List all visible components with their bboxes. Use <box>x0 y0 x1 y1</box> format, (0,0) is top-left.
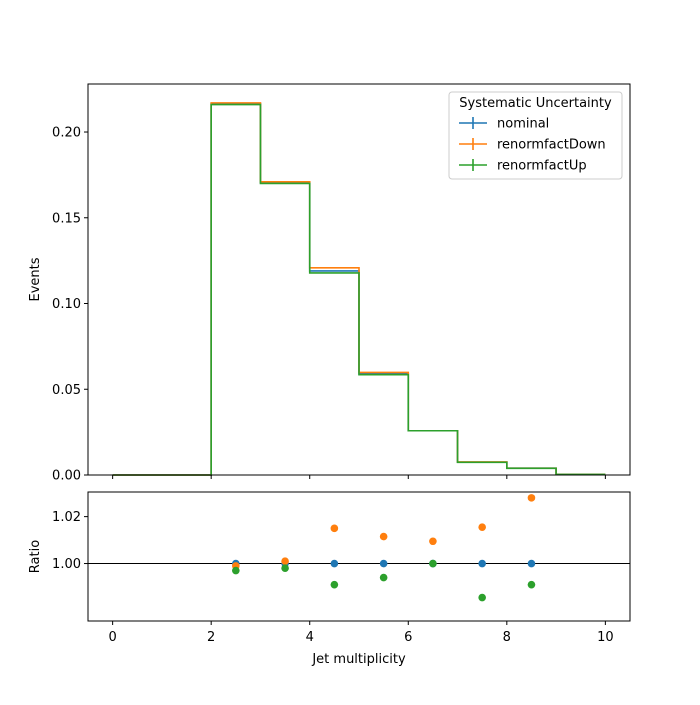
ratio-point-renormfactDown <box>330 524 339 533</box>
top-y-tick-label: 0.00 <box>52 469 81 484</box>
ratio-point-renormfactUp <box>281 564 289 573</box>
top-y-tick-label: 0.20 <box>52 126 81 141</box>
top-y-tick-label: 0.05 <box>52 383 81 398</box>
ratio-x-tick-label: 2 <box>207 630 215 645</box>
legend-label-renormfactDown: renormfactDown <box>497 138 606 153</box>
ratio-point-renormfactDown <box>527 494 536 502</box>
series-step-renormfactUp <box>112 103 606 476</box>
ratio-point-renormfactDown <box>478 523 486 531</box>
ratio-point-renormfactUp <box>478 593 486 602</box>
ratio-point-nominal <box>379 559 388 568</box>
top-y-tick-label: 0.10 <box>52 297 81 312</box>
ratio-point-renormfactDown <box>281 557 289 565</box>
ratio-axes-frame <box>87 491 631 622</box>
legend-title: Systematic Uncertainty <box>459 96 612 111</box>
ratio-x-tick-label: 4 <box>306 630 314 645</box>
legend-box <box>448 91 623 180</box>
ratio-point-renormfactUp <box>527 580 536 589</box>
ratio-x-tick-label: 0 <box>108 630 116 645</box>
ratio-point-renormfactUp <box>429 559 437 568</box>
ratio-y-tick-label: 1.00 <box>52 557 81 572</box>
top-y-axis-label: Events <box>28 257 43 301</box>
top-axes-frame <box>87 83 631 476</box>
ratio-y-tick-label: 1.02 <box>52 510 81 525</box>
legend-label-renormfactUp: renormfactUp <box>497 159 587 174</box>
ratio-point-renormfactDown <box>429 537 437 546</box>
ratio-point-nominal <box>330 559 339 568</box>
ratio-point-renormfactUp <box>232 566 240 575</box>
ratio-x-tick-label: 6 <box>404 630 412 645</box>
x-axis-label: Jet multiplicity <box>311 652 406 667</box>
ratio-x-tick-label: 10 <box>597 630 614 645</box>
ratio-point-renormfactDown <box>379 532 388 541</box>
ratio-point-nominal <box>527 559 536 568</box>
ratio-point-renormfactUp <box>379 573 388 582</box>
top-y-tick-label: 0.15 <box>52 211 81 226</box>
legend-label-nominal: nominal <box>497 117 549 132</box>
ratio-x-tick-label: 8 <box>503 630 511 645</box>
ratio-point-nominal <box>478 559 486 568</box>
ratio-y-axis-label: Ratio <box>28 540 43 573</box>
ratio-point-renormfactUp <box>330 580 339 589</box>
